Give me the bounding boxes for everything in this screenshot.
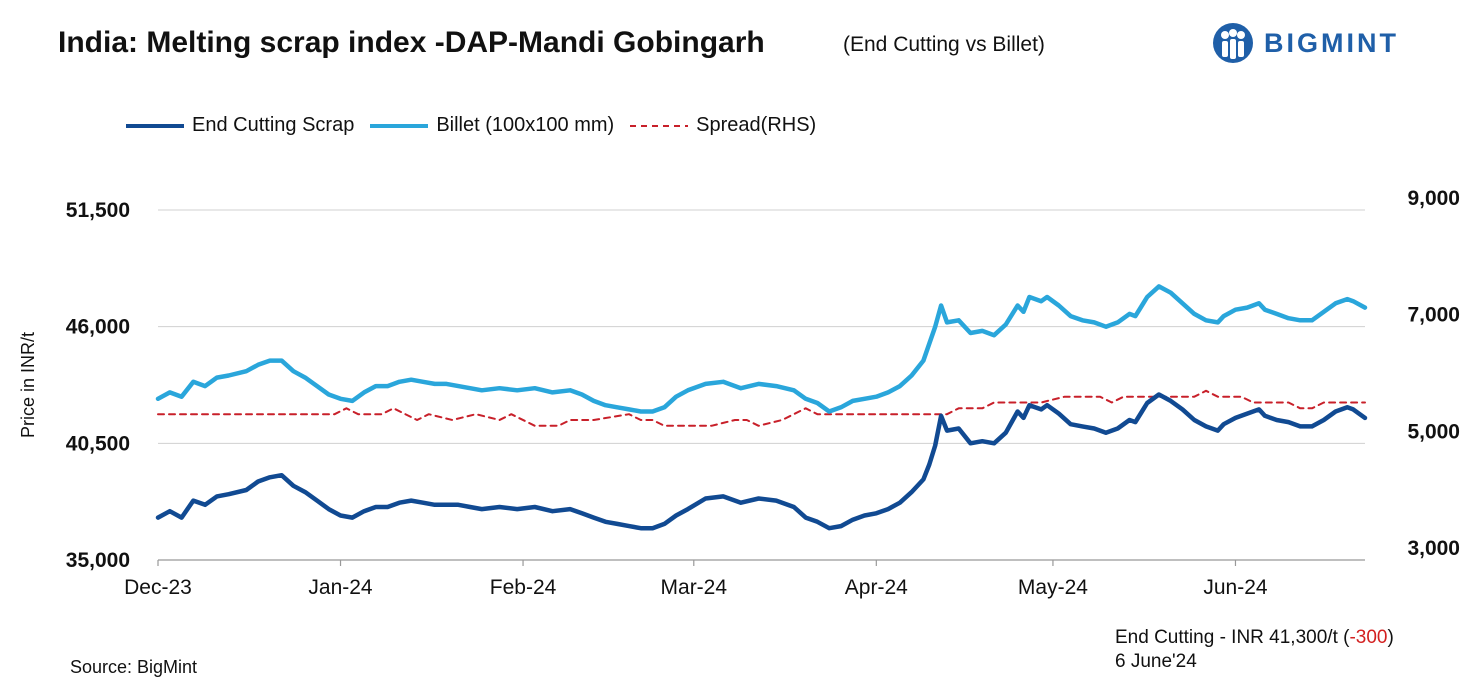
x-tick-label: Feb-24 <box>490 576 557 599</box>
price-note: End Cutting - INR 41,300/t (-300) 6 June… <box>1115 626 1394 674</box>
legend-label-billet: Billet (100x100 mm) <box>436 114 615 136</box>
note-change: -300 <box>1349 627 1388 648</box>
legend-item-billet: Billet (100x100 mm) <box>370 114 614 137</box>
legend-item-end-cutting: End Cutting Scrap <box>126 114 354 137</box>
logo-text: BIGMINT <box>1264 27 1399 58</box>
x-tick-label: May-24 <box>1018 576 1088 599</box>
bigmint-logo: BIGMINT <box>1212 22 1399 64</box>
y2-tick-label: 9,000 <box>1407 187 1460 210</box>
note-date: 6 June'24 <box>1115 651 1197 672</box>
x-tick-label: Apr-24 <box>845 576 908 599</box>
legend-label-spread: Spread(RHS) <box>696 114 817 136</box>
note-prefix: End Cutting - INR 41,300/t ( <box>1115 627 1350 648</box>
y2-tick-label: 7,000 <box>1407 304 1460 327</box>
note-suffix: ) <box>1387 627 1394 648</box>
y-tick-label: 40,500 <box>66 432 130 455</box>
y2-tick-label: 5,000 <box>1407 420 1460 443</box>
y-tick-label: 51,500 <box>66 199 130 222</box>
chart-legend: End Cutting Scrap Billet (100x100 mm) Sp… <box>126 114 832 137</box>
people-icon <box>1213 23 1253 63</box>
chart-title: India: Melting scrap index -DAP-Mandi Go… <box>58 26 765 59</box>
y-tick-label: 46,000 <box>66 316 130 339</box>
x-tick-label: Jan-24 <box>308 576 373 599</box>
y-axis-label: Price in INR/t <box>18 332 38 438</box>
series-line-spread <box>157 389 1366 427</box>
y2-tick-label: 3,000 <box>1407 537 1460 560</box>
legend-item-spread: Spread(RHS) <box>630 114 816 137</box>
line-chart: 35,000 40,500 46,000 51,500 3,000 5,000 7,000 9… <box>18 187 1460 599</box>
chart-subtitle: (End Cutting vs Billet) <box>843 33 1045 56</box>
x-tick-label: Jun-24 <box>1203 576 1268 599</box>
series-line-end-cutting <box>155 392 1368 531</box>
legend-label-end-cutting: End Cutting Scrap <box>192 114 355 136</box>
series-line-billet <box>155 284 1368 414</box>
x-tick-label: Mar-24 <box>661 576 728 599</box>
y-tick-label: 35,000 <box>66 549 130 572</box>
source-note: Source: BigMint <box>70 657 198 677</box>
x-tick-label: Dec-23 <box>124 576 192 599</box>
